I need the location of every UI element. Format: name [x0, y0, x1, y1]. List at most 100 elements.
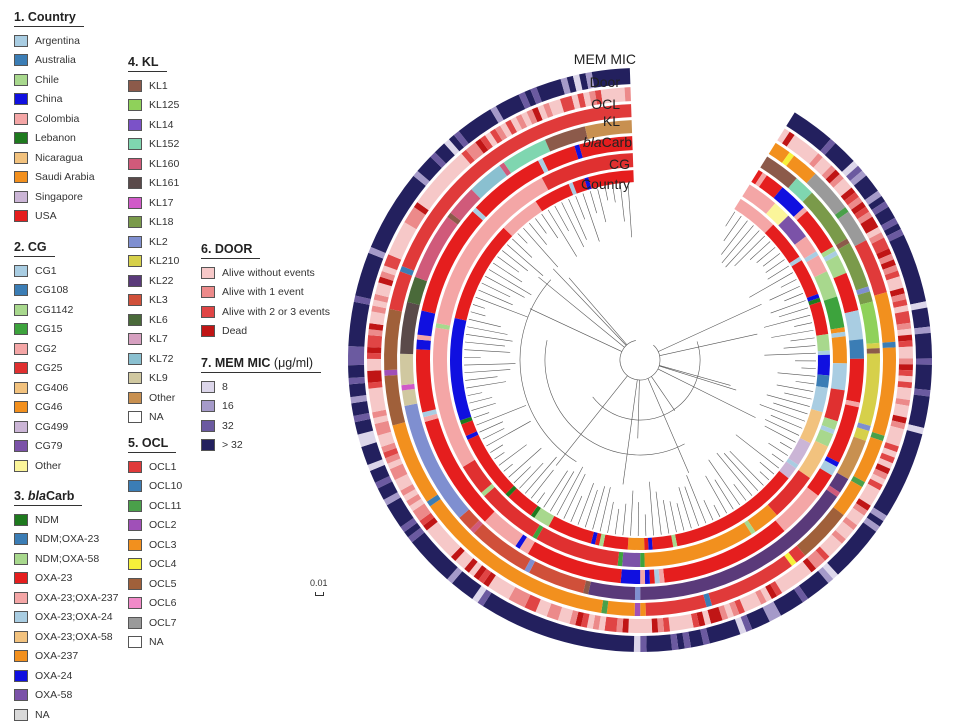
legend-swatch: [14, 382, 28, 394]
legend-kl-item: NA: [128, 408, 179, 428]
legend-label: KL7: [149, 333, 168, 345]
ring-blacarb-segment: [845, 310, 863, 340]
legend-country-item: Chile: [14, 70, 95, 90]
legend-label: NDM;OXA-58: [35, 553, 99, 565]
ring-mic-segment: [912, 308, 931, 329]
legend-swatch: [128, 119, 142, 131]
legend-label: KL22: [149, 275, 174, 287]
legend-blacarb-item: OXA-23;OXA-237: [14, 588, 118, 608]
legend-label: OCL1: [149, 461, 176, 473]
legend-kl-item: KL125: [128, 96, 179, 116]
legend-swatch: [14, 74, 28, 86]
legend-swatch: [128, 177, 142, 189]
legend-swatch: [14, 592, 28, 604]
legend-cg-title: 2. CG: [14, 240, 55, 257]
ring-country-segment: [817, 355, 830, 376]
legend-label: KL14: [149, 119, 174, 131]
ring-kl-segment: [588, 582, 635, 600]
legend-swatch: [128, 480, 142, 492]
legend-swatch: [14, 113, 28, 125]
legend-swatch: [14, 362, 28, 374]
ring-ocl-segment: [635, 603, 641, 616]
legend-ocl-item: OCL1: [128, 457, 182, 477]
legend-swatch: [128, 80, 142, 92]
legend-label: KL9: [149, 372, 168, 384]
ring-door-segment: [899, 364, 913, 370]
legend-kl-item: KL160: [128, 154, 179, 174]
ring-mic-segment: [908, 395, 929, 428]
legend-swatch: [14, 572, 28, 584]
legend-blacarb-item: OXA-23;OXA-58: [14, 627, 118, 647]
legend-swatch: [128, 597, 142, 609]
ring-kl-segment: [860, 301, 879, 343]
legend-swatch: [128, 411, 142, 423]
legend-country-item: China: [14, 90, 95, 110]
legend-ocl-item: OCL4: [128, 555, 182, 575]
ring-label-country: Country: [470, 176, 630, 192]
ring-cg-segment: [824, 296, 845, 329]
legend-kl-item: KL2: [128, 232, 179, 252]
ring-door-segment: [899, 347, 913, 359]
legend-label: OCL11: [149, 500, 182, 512]
ring-mic-segment: [349, 383, 366, 397]
ring-blacarb-segment: [649, 570, 655, 584]
legend-label: OXA-23: [35, 572, 72, 584]
legend-country-item: Argentina: [14, 31, 95, 51]
legend-label: KL3: [149, 294, 168, 306]
legend-label: CG25: [35, 362, 62, 374]
legend-country-item: Lebanon: [14, 129, 95, 149]
legend-label: KL72: [149, 353, 174, 365]
legend-mic-item: 16: [201, 397, 321, 417]
legend-swatch: [14, 171, 28, 183]
legend-swatch: [14, 93, 28, 105]
legend-swatch: [14, 35, 28, 47]
ring-door-segment: [652, 618, 659, 632]
legend-ocl-item: OCL11: [128, 496, 182, 516]
legend-label: CG2: [35, 343, 57, 355]
legend-kl-item: KL152: [128, 135, 179, 155]
legend-mic-item: 32: [201, 416, 321, 436]
legend-label: OCL6: [149, 597, 176, 609]
legend-cg-item: CG15: [14, 320, 73, 340]
legend-label: KL160: [149, 158, 179, 170]
legend-swatch: [128, 558, 142, 570]
legend-door-item: Alive with 1 event: [201, 283, 330, 303]
ring-country-segment: [816, 334, 829, 351]
legend-ocl-item: OCL6: [128, 594, 182, 614]
legend-label: OCL10: [149, 480, 182, 492]
legend-kl-item: KL9: [128, 369, 179, 389]
ring-door-segment: [622, 618, 629, 632]
ring-kl-segment: [402, 389, 417, 406]
legend-swatch: [128, 158, 142, 170]
legend-label: 32: [222, 420, 234, 432]
legend-swatch: [128, 99, 142, 111]
ring-country-segment: [816, 375, 829, 388]
ring-blacarb-segment: [416, 340, 431, 350]
legend-kl-item: KL1: [128, 76, 179, 96]
legend-label: Alive with 1 event: [222, 286, 304, 298]
ring-door-segment: [898, 376, 912, 383]
legend-cg-item: Other: [14, 456, 73, 476]
ring-ocl-segment: [882, 342, 895, 348]
legend-swatch: [14, 132, 28, 144]
ring-door-segment: [896, 387, 911, 400]
legend-swatch: [201, 420, 215, 432]
ring-country-segment: [811, 386, 828, 412]
legend-label: OXA-23;OXA-24: [35, 611, 113, 623]
legend-label: OCL4: [149, 558, 176, 570]
ring-door-segment: [625, 87, 631, 101]
legend-blacarb-item: OXA-58: [14, 686, 118, 706]
legend-ocl-item: OCL5: [128, 574, 182, 594]
legend-swatch: [14, 401, 28, 413]
legend-kl-item: KL3: [128, 291, 179, 311]
legend-label: OXA-58: [35, 689, 72, 701]
legend-swatch: [14, 152, 28, 164]
legend-label: CG1: [35, 265, 57, 277]
ring-mic-segment: [640, 636, 646, 652]
ring-mic-segment: [348, 302, 369, 347]
